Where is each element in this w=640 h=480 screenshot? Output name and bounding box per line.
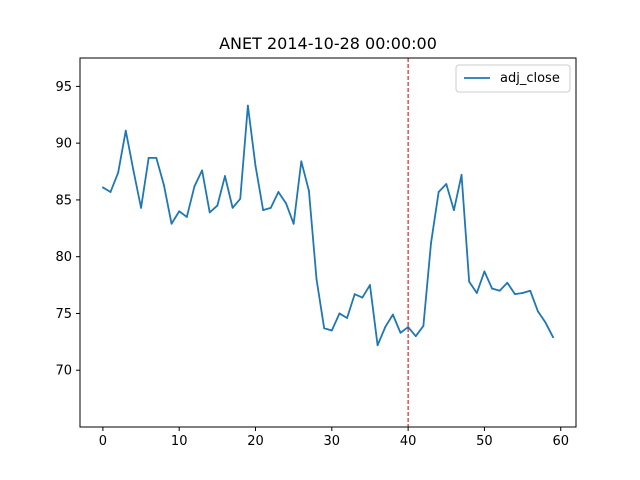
plot-area [101,58,555,427]
legend-box [455,64,571,93]
data-point [437,191,440,193]
data-point [552,336,555,339]
data-point [277,191,280,193]
x-tick-label: 30 [324,434,341,449]
data-point [544,321,547,324]
data-point [514,293,516,296]
data-point [163,184,165,187]
x-tick-label: 0 [99,434,107,449]
data-point [262,209,265,212]
data-point [460,174,463,176]
data-point [155,157,158,159]
data-point [361,296,364,299]
legend-label-adj-close: adj_close [500,71,560,86]
data-point [208,211,211,214]
data-point [536,310,539,313]
data-point [384,326,387,328]
data-point [498,289,501,292]
data-point [308,189,310,192]
data-point [132,169,135,172]
x-tick-label: 40 [400,434,417,449]
data-point [239,197,242,200]
data-point [369,284,371,286]
data-point [101,186,104,189]
data-point [254,164,257,167]
data-point [376,344,379,347]
y-tick-label: 70 [55,364,72,379]
data-point [407,326,410,328]
data-point [521,292,524,294]
data-point [124,129,127,132]
y-tick-label: 90 [55,137,72,152]
data-point [178,210,181,213]
data-point [231,206,234,209]
data-point [224,175,226,177]
data-point [346,317,348,319]
data-point [414,335,417,338]
data-point [140,206,142,209]
x-tick-label: 50 [476,434,493,449]
y-tick-label: 95 [55,80,72,95]
data-point [430,242,432,244]
y-tick-label: 75 [55,307,72,322]
data-point [330,329,333,332]
data-point [109,191,112,193]
data-point [147,157,150,159]
data-point [170,222,173,225]
y-tick-label: 85 [55,193,72,208]
data-point [475,292,478,294]
legend: adj_close [455,64,571,93]
axes-frame [79,57,577,428]
data-point [292,222,295,225]
data-point [422,325,425,327]
data-point [391,313,394,316]
x-tick-label: 60 [552,434,569,449]
x-axis: 0 10 20 30 40 50 60 [99,427,569,449]
data-point [269,206,272,209]
data-point [246,104,249,107]
data-point [193,185,196,188]
data-point [483,270,486,273]
data-point [445,183,448,185]
y-tick-label: 80 [55,250,72,265]
x-tick-label: 10 [171,434,188,449]
data-point [323,327,326,330]
x-tick-label: 20 [247,434,264,449]
data-point [300,160,303,163]
data-point [453,209,455,212]
data-point [529,289,532,292]
y-axis: 70 75 80 85 90 95 [55,80,80,379]
chart-title: ANET 2014-10-28 00:00:00 [219,34,437,53]
data-point [506,281,509,284]
data-point [201,169,203,172]
data-point [117,171,120,174]
data-point [285,202,287,205]
data-point [399,331,402,334]
data-point [468,280,471,283]
data-point [216,204,219,207]
data-point [185,216,188,218]
data-point [353,293,356,296]
series-line-adj-close [102,104,554,347]
data-point [338,312,341,315]
data-point [491,287,493,290]
data-point [315,278,318,281]
